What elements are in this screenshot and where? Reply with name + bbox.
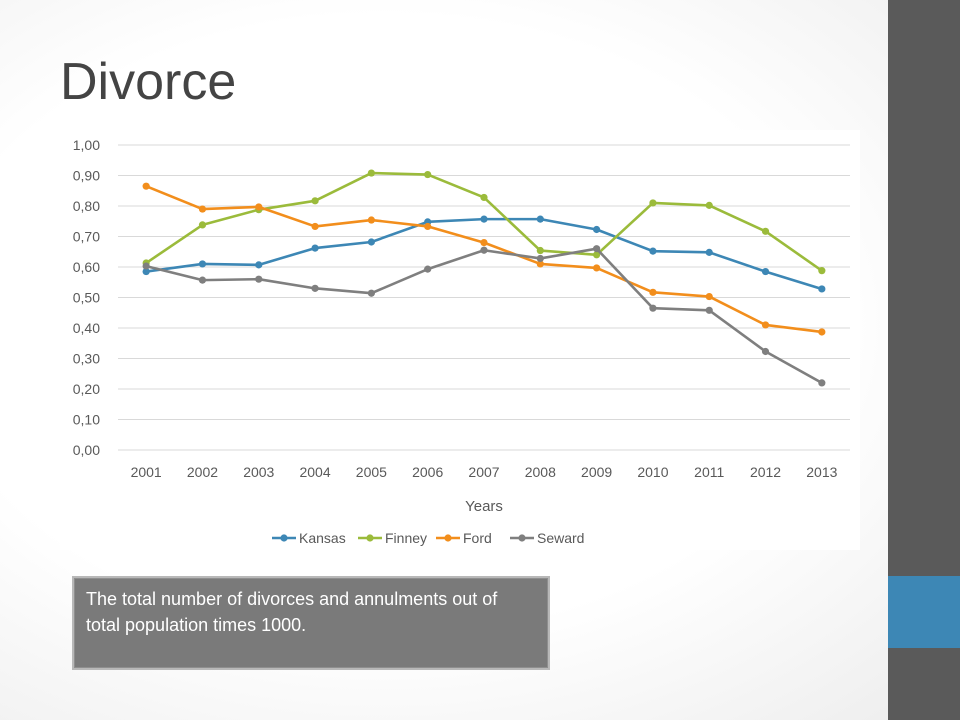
- data-point: [255, 275, 263, 283]
- slide-title: Divorce: [60, 53, 237, 111]
- data-point: [198, 205, 207, 213]
- series-line: [145, 184, 823, 334]
- legend-marker: [444, 534, 452, 542]
- caption-text: The total number of divorces and annulme…: [86, 589, 498, 635]
- data-point: [818, 285, 826, 293]
- y-tick-label: 0,40: [73, 320, 100, 336]
- data-point: [761, 321, 770, 329]
- data-point: [198, 260, 207, 268]
- legend-marker: [366, 534, 374, 542]
- legend-label: Ford: [463, 530, 492, 546]
- y-tick-label: 0,00: [73, 442, 100, 458]
- y-tick-label: 0,90: [73, 168, 100, 184]
- data-point: [649, 247, 657, 255]
- data-point: [367, 216, 375, 224]
- data-point: [593, 251, 601, 259]
- data-point: [424, 170, 432, 179]
- data-point: [367, 238, 375, 246]
- data-point: [536, 254, 544, 263]
- y-tick-label: 1,00: [73, 137, 100, 153]
- data-point: [649, 288, 657, 296]
- y-tick-label: 0,20: [73, 381, 100, 397]
- caption-box: The total number of divorces and annulme…: [72, 576, 550, 670]
- y-tick-label: 0,60: [73, 259, 100, 275]
- y-tick-label: 0,30: [73, 351, 100, 367]
- data-point: [142, 262, 150, 270]
- x-tick-label: 2004: [299, 464, 330, 480]
- data-point: [761, 227, 770, 235]
- y-tick-label: 0,50: [73, 290, 100, 306]
- data-point: [818, 379, 826, 387]
- data-point: [480, 246, 488, 254]
- data-point: [142, 182, 150, 190]
- data-point: [198, 221, 207, 229]
- data-point: [311, 222, 319, 231]
- data-point: [367, 289, 375, 297]
- data-point: [480, 239, 488, 247]
- series-line: [145, 247, 823, 385]
- x-tick-label: 2011: [694, 464, 724, 480]
- data-point: [480, 215, 488, 223]
- x-tick-label: 2006: [412, 464, 443, 480]
- x-tick-label: 2005: [356, 464, 387, 480]
- data-point: [424, 265, 432, 273]
- x-tick-label: 2001: [131, 464, 162, 480]
- x-tick-label: 2008: [525, 464, 556, 480]
- data-point: [818, 328, 826, 336]
- data-point: [536, 260, 544, 268]
- data-point: [424, 222, 432, 231]
- data-point: [818, 267, 826, 275]
- data-point: [255, 261, 263, 269]
- x-tick-label: 2002: [187, 464, 218, 480]
- x-tick-label: 2012: [750, 464, 781, 480]
- data-point: [761, 267, 770, 276]
- x-axis-label: Years: [465, 498, 503, 515]
- data-point: [255, 203, 263, 211]
- chart-container: 0,00 0,10 0,20 0,30 0,40 0,50 0,60 0,70 0,80 0,90…: [60, 130, 860, 550]
- legend-marker: [280, 534, 288, 542]
- y-tick-label: 0,10: [73, 412, 100, 428]
- data-point: [480, 193, 488, 202]
- y-tick-label: 0,70: [73, 229, 100, 245]
- y-tick-label: 0,80: [73, 198, 100, 214]
- data-point: [649, 199, 657, 207]
- data-point: [593, 264, 601, 272]
- data-point: [142, 267, 150, 276]
- data-point: [761, 347, 770, 356]
- legend-label: Finney: [385, 530, 427, 546]
- x-tick-label: 2013: [806, 464, 837, 480]
- data-point: [198, 276, 207, 284]
- data-point: [367, 169, 375, 177]
- side-accent-square: [888, 576, 960, 648]
- data-point: [593, 225, 601, 234]
- data-point: [705, 201, 713, 209]
- data-point: [593, 245, 601, 253]
- data-point: [311, 284, 319, 292]
- data-point: [649, 304, 657, 312]
- legend-label: Kansas: [299, 530, 346, 546]
- x-tick-label: 2010: [637, 464, 668, 480]
- legend-label: Seward: [537, 530, 584, 546]
- data-point: [705, 248, 713, 256]
- x-tick-label: 2009: [581, 464, 612, 480]
- x-tick-label: 2007: [468, 464, 499, 480]
- data-point: [705, 306, 713, 314]
- data-point: [536, 215, 544, 223]
- x-tick-label: 2003: [243, 464, 274, 480]
- data-point: [536, 246, 544, 255]
- data-point: [311, 197, 319, 205]
- line-chart: 0,00 0,10 0,20 0,30 0,40 0,50 0,60 0,70 0,80 0,90…: [73, 137, 850, 546]
- data-point: [705, 292, 713, 301]
- legend-marker: [518, 534, 526, 542]
- data-point: [311, 244, 319, 252]
